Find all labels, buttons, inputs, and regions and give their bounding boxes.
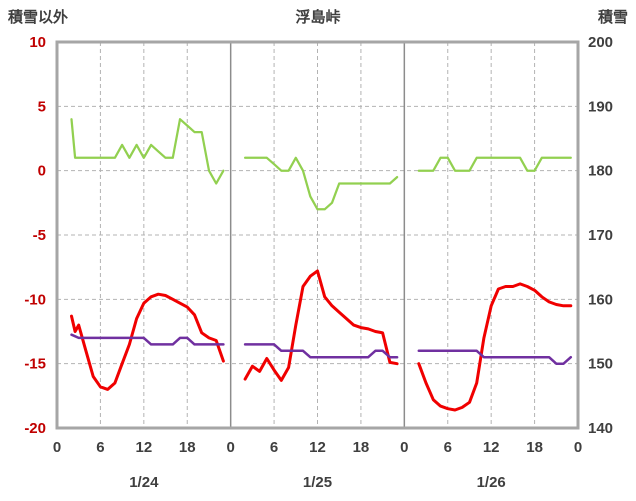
left-axis-title: 積雪以外 [8, 9, 69, 26]
hour-tick-labels: 0 6 12 18 0 6 12 18 0 6 12 18 0 [53, 439, 582, 456]
right-tick-label: 200 [588, 34, 613, 51]
hour-tick-label: 18 [353, 439, 370, 456]
left-tick-label: 10 [29, 34, 46, 51]
right-tick-label: 170 [588, 227, 613, 244]
left-tick-label: 0 [38, 163, 46, 180]
series-purple-line [70, 333, 573, 365]
right-axis-title: 積雪 [597, 9, 628, 26]
hour-tick-label: 6 [96, 439, 104, 456]
hour-tick-label: 0 [226, 439, 234, 456]
right-tick-label: 140 [588, 420, 613, 437]
right-tick-label: 150 [588, 356, 613, 373]
hour-tick-label: 0 [400, 439, 408, 456]
left-tick-label: -5 [33, 227, 46, 244]
chart-title: 浮島峠 [295, 9, 341, 26]
hour-tick-label: 12 [135, 439, 152, 456]
left-tick-label: -15 [24, 356, 46, 373]
date-label: 1/24 [129, 474, 159, 491]
hour-tick-label: 18 [179, 439, 196, 456]
left-axis-tick-labels: 10 5 0 -5 -10 -15 -20 [24, 34, 46, 437]
hour-tick-label: 18 [526, 439, 543, 456]
hour-tick-label: 0 [574, 439, 582, 456]
hour-tick-label: 12 [309, 439, 326, 456]
day-separator-lines [229, 42, 406, 428]
left-tick-label: -20 [24, 420, 46, 437]
right-tick-label: 180 [588, 163, 613, 180]
left-tick-label: 5 [38, 98, 46, 115]
right-axis-tick-labels: 200 190 180 170 160 150 140 [588, 34, 613, 437]
hour-tick-label: 6 [270, 439, 278, 456]
series-green-line [70, 118, 572, 211]
right-tick-label: 190 [588, 98, 613, 115]
hour-tick-label: 0 [53, 439, 61, 456]
series-red-line [70, 269, 573, 412]
date-labels: 1/24 1/25 1/26 [129, 474, 506, 491]
date-label: 1/26 [477, 474, 506, 491]
right-tick-label: 160 [588, 291, 613, 308]
left-tick-label: -10 [24, 291, 46, 308]
hour-tick-label: 12 [483, 439, 500, 456]
vertical-gridlines [99, 42, 536, 428]
plot-frame [55, 40, 580, 430]
date-label: 1/25 [303, 474, 332, 491]
hour-tick-label: 6 [444, 439, 452, 456]
